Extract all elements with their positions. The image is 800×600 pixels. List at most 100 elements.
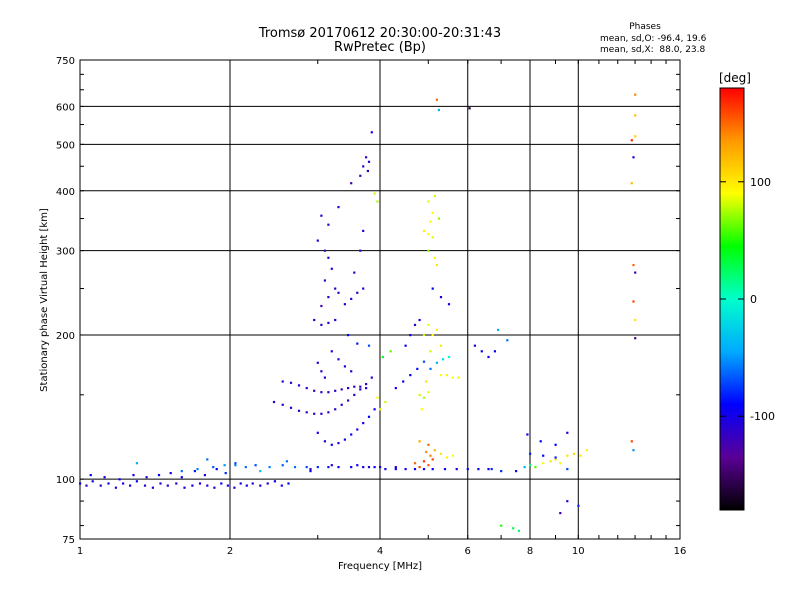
data-point: [366, 169, 369, 173]
data-point: [362, 287, 365, 290]
data-point: [427, 443, 430, 446]
data-point: [422, 229, 426, 232]
data-point: [289, 381, 293, 384]
data-point: [422, 460, 426, 463]
data-point: [203, 474, 206, 477]
x-tick-label: 8: [527, 546, 533, 557]
data-point: [337, 291, 340, 294]
data-point: [362, 229, 365, 232]
data-point: [402, 380, 405, 383]
data-point: [370, 376, 373, 379]
y-tick-label: 100: [56, 475, 75, 486]
stats-heading: Phases: [629, 22, 661, 32]
data-point: [529, 452, 532, 455]
data-point: [418, 318, 421, 322]
data-point: [437, 108, 440, 112]
data-point: [422, 468, 426, 471]
data-point: [572, 452, 576, 455]
data-point: [376, 396, 379, 399]
data-point: [433, 256, 436, 259]
data-point: [439, 452, 443, 455]
data-point: [305, 466, 308, 469]
data-point: [251, 482, 254, 485]
data-point: [515, 470, 518, 473]
data-point: [259, 484, 262, 487]
data-point: [99, 484, 102, 487]
data-point: [359, 385, 362, 388]
data-point: [466, 468, 469, 471]
data-point: [212, 466, 215, 469]
data-point: [425, 450, 428, 454]
data-point: [413, 323, 417, 326]
data-point: [367, 160, 371, 163]
colorbar-tick-label: -100: [750, 410, 775, 423]
data-point: [135, 480, 138, 483]
data-point: [356, 291, 359, 294]
data-point: [233, 486, 236, 489]
data-point: [143, 484, 147, 487]
colorbar-tick-label: 0: [750, 293, 757, 306]
data-point: [422, 396, 426, 399]
data-point: [273, 480, 276, 483]
data-point: [169, 472, 172, 475]
data-point: [266, 482, 269, 485]
data-point: [566, 500, 569, 503]
data-point: [422, 334, 426, 337]
y-axis-label: Stationary phase Virtual Height [km]: [39, 208, 50, 392]
data-point: [220, 482, 223, 485]
data-point: [353, 385, 356, 388]
data-point: [384, 468, 387, 471]
data-point: [427, 249, 430, 252]
data-point: [330, 464, 333, 467]
data-point: [487, 468, 490, 471]
data-point: [630, 139, 633, 142]
data-point: [213, 486, 216, 489]
data-point: [330, 350, 333, 353]
data-point: [431, 287, 434, 290]
data-point: [347, 334, 350, 337]
data-point: [356, 428, 359, 431]
data-point: [320, 323, 323, 326]
data-point: [334, 389, 337, 392]
data-point: [206, 458, 209, 461]
data-point: [320, 412, 323, 415]
data-point: [566, 431, 569, 434]
data-point: [313, 389, 316, 392]
data-point: [477, 468, 480, 471]
y-tick-label: 300: [56, 247, 75, 258]
data-point: [353, 393, 356, 396]
data-point: [91, 480, 94, 483]
data-point: [490, 468, 493, 471]
data-point: [180, 470, 183, 473]
data-point: [379, 408, 382, 411]
data-point: [337, 358, 340, 361]
data-point: [305, 387, 308, 390]
data-point: [347, 387, 350, 390]
data-point: [157, 474, 161, 477]
data-point: [418, 393, 421, 396]
x-tick-label: 10: [572, 546, 585, 557]
data-point: [297, 384, 301, 387]
data-point: [340, 403, 343, 406]
data-point: [280, 484, 283, 487]
data-point: [427, 391, 430, 394]
data-point: [293, 466, 297, 469]
data-point: [79, 482, 82, 485]
data-point: [323, 249, 326, 252]
data-point: [517, 529, 521, 532]
data-point: [435, 98, 438, 101]
data-point: [634, 114, 637, 117]
x-tick-label: 4: [377, 546, 383, 557]
data-point: [577, 504, 580, 507]
data-point: [439, 344, 443, 347]
data-point: [381, 355, 384, 359]
data-point: [394, 466, 397, 469]
data-point: [297, 409, 301, 412]
data-point: [359, 388, 362, 391]
data-point: [122, 482, 125, 485]
grid-lines: [80, 60, 680, 539]
data-point: [554, 443, 557, 446]
data-point: [316, 431, 319, 434]
data-point: [365, 383, 368, 386]
